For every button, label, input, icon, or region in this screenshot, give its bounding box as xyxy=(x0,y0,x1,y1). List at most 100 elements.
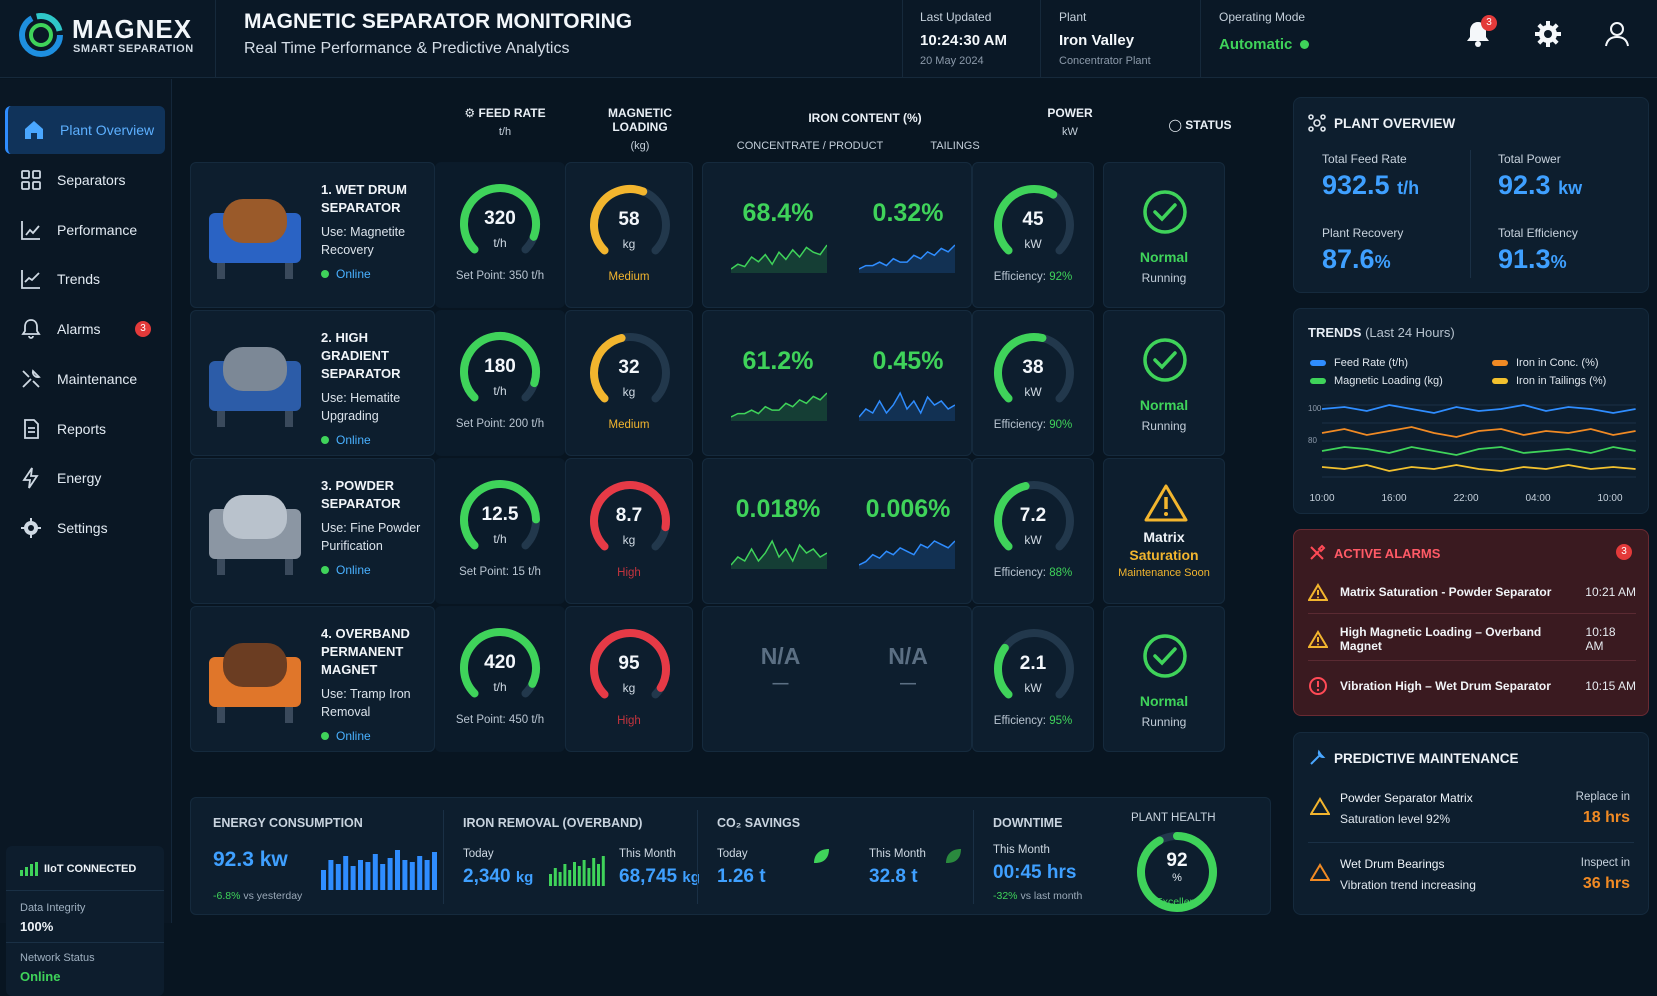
separator-row[interactable]: 3. POWDER SEPARATOR Use: Fine Powder Purif… xyxy=(190,458,1271,604)
iron-tail-sparkline xyxy=(859,391,955,421)
total-feed-unit: t/h xyxy=(1397,178,1420,198)
page-title: MAGNETIC SEPARATOR MONITORING xyxy=(244,10,633,33)
status-cell[interactable]: Normal Running xyxy=(1103,310,1225,456)
status-cell[interactable]: Matrix Saturation Maintenance Soon xyxy=(1103,458,1225,604)
separator-row[interactable]: 4. OVERBAND PERMANENT MAGNET Use: Tramp I… xyxy=(190,606,1271,752)
alarm-row[interactable]: Vibration High – Wet Drum Separator 10:15… xyxy=(1308,664,1636,708)
sidebar-item-label: Reports xyxy=(57,421,107,437)
status-cell[interactable]: Normal Running xyxy=(1103,162,1225,308)
magnetic-loading-value: 32 xyxy=(618,357,640,378)
bar-chart-icon xyxy=(21,221,40,240)
check-circle-icon xyxy=(1143,338,1187,382)
sidebar-item-plant-overview[interactable]: Plant Overview xyxy=(5,106,165,154)
sidebar-item-settings[interactable]: Settings xyxy=(5,504,165,552)
data-integrity-label: Data Integrity xyxy=(20,902,86,914)
power-gauge-fill xyxy=(994,333,1047,403)
energy-bar xyxy=(343,856,349,890)
magnetic-loading-cell: 32 kg Medium xyxy=(565,310,693,456)
alarms-badge: 3 xyxy=(135,321,151,337)
sidebar-item-alarms[interactable]: Alarms 3 xyxy=(5,305,165,353)
maintenance-line1: Wet Drum Bearings xyxy=(1340,857,1445,871)
efficiency-value: 95% xyxy=(1049,715,1073,727)
wrench-icon xyxy=(1310,863,1330,881)
signal-bars-icon xyxy=(20,862,38,876)
iron-conc-dash: — xyxy=(772,675,789,692)
maintenance-action: Replace in xyxy=(1575,791,1630,803)
online-status: Online xyxy=(336,729,371,743)
sidebar-item-maintenance[interactable]: Maintenance xyxy=(5,355,165,403)
trend-series-line xyxy=(1321,404,1636,414)
settings-button[interactable] xyxy=(1532,18,1564,50)
status-label: Normal xyxy=(1139,693,1189,709)
maintenance-item[interactable]: Wet Drum Bearings Vibration trend increa… xyxy=(1308,851,1634,909)
online-dot xyxy=(321,436,329,444)
sidebar-item-energy[interactable]: Energy xyxy=(5,454,165,502)
grid-icon xyxy=(21,170,41,190)
status-cell[interactable]: Normal Running xyxy=(1103,606,1225,752)
total-power-value: 92.3 xyxy=(1498,170,1551,200)
co2-today-value: 1.26 t xyxy=(717,866,766,887)
user-icon xyxy=(1605,22,1629,47)
total-power-label: Total Power xyxy=(1498,152,1561,166)
iron-conc-value: N/A xyxy=(760,643,801,669)
wrench-icon xyxy=(1310,749,1326,765)
brand-logo[interactable]: MAGNEX SMART SEPARATION xyxy=(18,12,208,62)
network-status-value: Online xyxy=(20,969,61,984)
sidebar-item-performance[interactable]: Performance xyxy=(5,206,165,254)
separator-image xyxy=(209,643,301,723)
separator-info-cell: 3. POWDER SEPARATOR Use: Fine Powder Purif… xyxy=(190,458,435,604)
separator-row[interactable]: 1. WET DRUM SEPARATOR Use: Magnetite Recov… xyxy=(190,162,1271,308)
sidebar-item-trends[interactable]: Trends xyxy=(5,255,165,303)
iron-bar xyxy=(549,874,552,886)
iron-conc-sparkline xyxy=(731,539,827,569)
energy-bar xyxy=(432,852,437,890)
power-header-label: POWER xyxy=(1047,106,1093,120)
alarm-text: Vibration High – Wet Drum Separator xyxy=(1340,679,1551,693)
separator-use-line2: Removal xyxy=(321,705,371,719)
energy-bar xyxy=(417,856,423,890)
iron-tail-sparkline xyxy=(859,540,955,569)
alarm-time: 10:21 AM xyxy=(1585,584,1636,599)
iron-tail-value: 0.006% xyxy=(865,495,951,523)
trend-series-line xyxy=(1321,446,1636,456)
separator-info-cell: 4. OVERBAND PERMANENT MAGNET Use: Tramp I… xyxy=(190,606,435,752)
sidebar-item-separators[interactable]: Separators xyxy=(5,156,165,204)
trend-legend-item[interactable]: Feed Rate (t/h) xyxy=(1310,357,1408,369)
magnetic-loading-gauge xyxy=(590,481,670,551)
user-profile-button[interactable] xyxy=(1601,18,1633,50)
sidebar-item-reports[interactable]: Reports xyxy=(5,405,165,453)
iron-content-cell: N/A N/A — — xyxy=(702,606,972,752)
energy-bar xyxy=(372,854,378,890)
plant-health-value: 92 xyxy=(1166,850,1188,871)
iron-content-cell: 61.2% 0.45% xyxy=(702,310,972,456)
maintenance-item[interactable]: Powder Separator Matrix Saturation level… xyxy=(1308,785,1634,843)
legend-label: Magnetic Loading (kg) xyxy=(1334,375,1443,387)
magnetic-loading-unit: kg xyxy=(622,237,636,251)
alarms-count-badge: 3 xyxy=(1616,544,1632,560)
separator-row[interactable]: 2. HIGH GRADIENT SEPARATOR Use: Hematite U… xyxy=(190,310,1271,456)
status-sub: Maintenance Soon xyxy=(1118,567,1210,579)
alarm-row[interactable]: Matrix Saturation - Powder Separator 10:2… xyxy=(1308,570,1636,614)
trend-x-label: 16:00 xyxy=(1381,493,1406,504)
energy-bar xyxy=(335,864,341,890)
iron-conc-sparkline-line xyxy=(731,244,827,270)
power-value: 38 xyxy=(1022,357,1044,378)
notifications-button[interactable]: 3 xyxy=(1462,15,1497,50)
network-status-label: Network Status xyxy=(20,952,95,964)
trend-legend-item[interactable]: Iron in Conc. (%) xyxy=(1492,357,1599,369)
energy-bar xyxy=(424,860,430,890)
header-status: ◯ STATUS xyxy=(1168,118,1232,132)
trend-legend-item[interactable]: Magnetic Loading (kg) xyxy=(1310,375,1443,387)
mag-header-label: MAGNETIC LOADING xyxy=(608,106,672,134)
magnetic-loading-gauge xyxy=(590,629,670,699)
power-unit: kW xyxy=(1024,237,1042,251)
trend-legend-item[interactable]: Iron in Tailings (%) xyxy=(1492,375,1606,387)
trend-series-line xyxy=(1321,464,1636,472)
iron-tail-sparkline-area xyxy=(859,245,955,273)
co2-title: CO₂ SAVINGS xyxy=(717,816,801,830)
iron-tail-value: 0.32% xyxy=(872,199,944,227)
online-dot xyxy=(321,566,329,574)
alarm-row[interactable]: High Magnetic Loading – Overband Magnet 1… xyxy=(1308,617,1636,661)
energy-bar xyxy=(409,862,415,890)
iron-bar xyxy=(553,868,557,886)
